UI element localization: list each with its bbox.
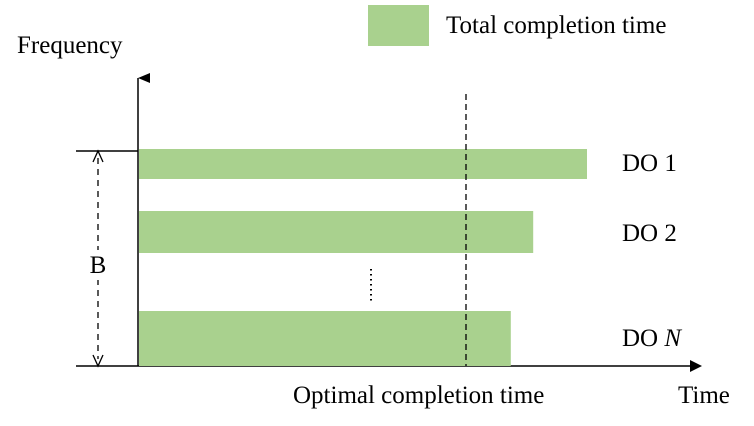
- legend: Total completion time: [368, 5, 666, 46]
- legend-label: Total completion time: [446, 12, 666, 39]
- bars-group: DO 1 DO 2 DO N: [139, 149, 682, 366]
- bandwidth-label-bg: [84, 250, 112, 280]
- bar-do-1: [139, 149, 587, 179]
- bar-do-3: [139, 311, 511, 366]
- legend-swatch: [368, 5, 429, 46]
- y-axis-label: Frequency: [17, 32, 123, 59]
- optimal-completion-label: Optimal completion time: [293, 382, 544, 409]
- x-axis-label: Time: [678, 382, 730, 409]
- bar-label-do-1: DO 1: [622, 150, 677, 177]
- bandwidth-arrow-up: [92, 149, 104, 163]
- bar-label-do-3: DO N: [622, 325, 682, 352]
- x-axis-arrowhead: [690, 360, 702, 372]
- bandwidth-label: B: [90, 252, 107, 279]
- bar-label-do-2: DO 2: [622, 220, 677, 247]
- bar-do-2: [139, 211, 534, 253]
- bandwidth-span: B: [84, 149, 112, 368]
- bandwidth-arrow-down: [92, 354, 104, 368]
